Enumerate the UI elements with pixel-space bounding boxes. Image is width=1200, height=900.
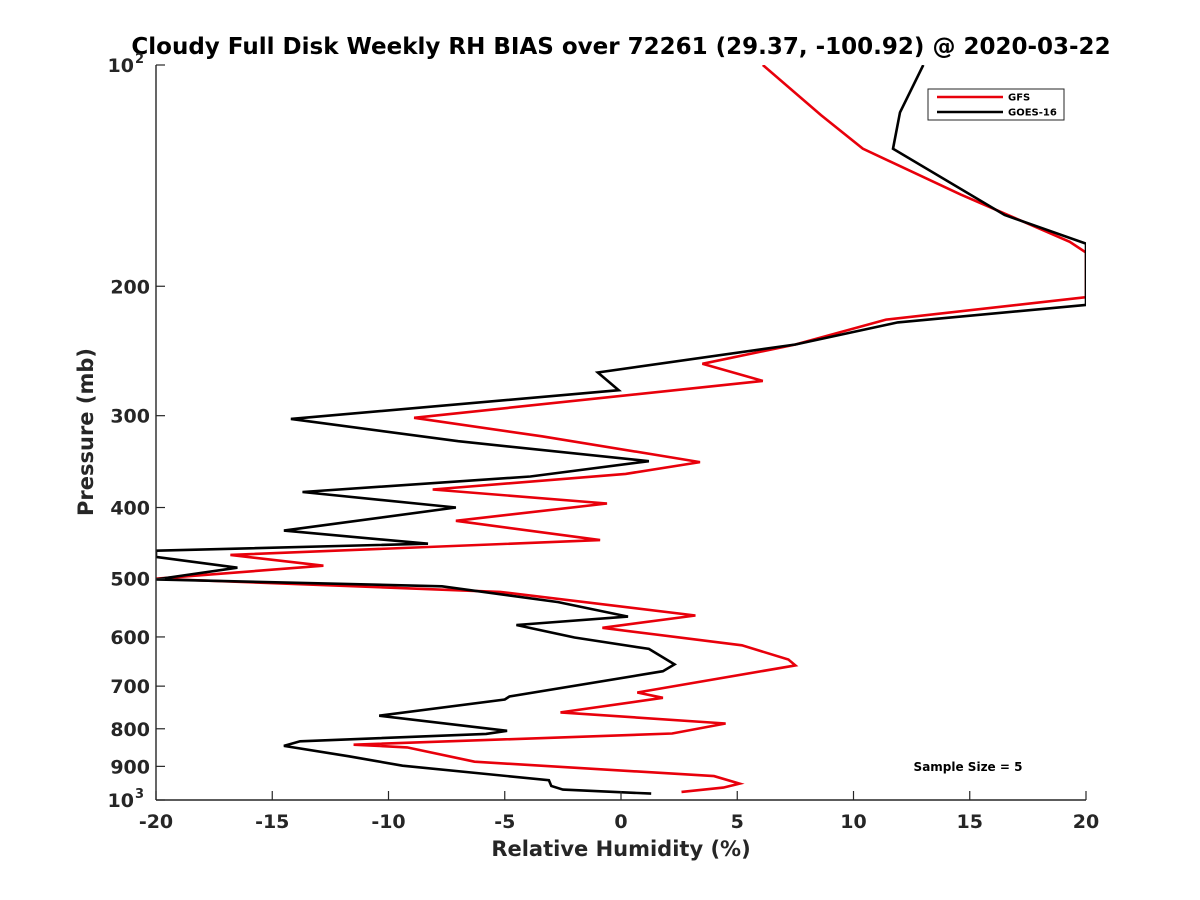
- y-axis-label: Pressure (mb): [74, 348, 98, 516]
- y-tick-label: 10: [108, 55, 134, 77]
- series-line-goes-16: [156, 65, 1086, 795]
- y-tick-label: 300: [110, 406, 150, 428]
- x-tick-label: 10: [840, 811, 866, 833]
- y-tick-label: 400: [110, 498, 150, 520]
- x-tick-label: 15: [957, 811, 983, 833]
- y-tick-label: 200: [110, 276, 150, 298]
- x-tick-group: -20 -15 -10 -5 0 5 10 15 20: [139, 791, 1099, 833]
- x-tick-label: 5: [731, 811, 744, 833]
- sample-size-annotation: Sample Size = 5: [914, 760, 1023, 774]
- y-tick-label: 900: [110, 756, 150, 778]
- x-tick-label: -10: [371, 811, 405, 833]
- y-tick-label: 800: [110, 719, 150, 741]
- legend-box: [927, 88, 1065, 121]
- series-line-gfs: [156, 65, 1086, 794]
- legend-label: GOES-16: [1008, 108, 1057, 119]
- series-layer: [156, 65, 1086, 795]
- x-tick-label: -15: [255, 811, 289, 833]
- chart-title: Cloudy Full Disk Weekly RH BIAS over 722…: [131, 34, 1110, 60]
- y-tick-label: 700: [110, 676, 150, 698]
- y-tick-exponent: 2: [135, 52, 144, 67]
- y-tick-label: 500: [110, 569, 150, 591]
- x-tick-label: 20: [1073, 811, 1099, 833]
- x-axis-label: Relative Humidity (%): [491, 837, 750, 861]
- legend: GFS GOES-16: [927, 88, 1065, 121]
- y-tick-label: 10: [108, 790, 134, 812]
- legend-label: GFS: [1008, 93, 1030, 104]
- x-tick-label: 0: [614, 811, 627, 833]
- x-tick-label: -20: [139, 811, 173, 833]
- x-tick-label: -5: [494, 811, 515, 833]
- y-tick-exponent: 3: [135, 787, 144, 802]
- y-tick-label: 600: [110, 627, 150, 649]
